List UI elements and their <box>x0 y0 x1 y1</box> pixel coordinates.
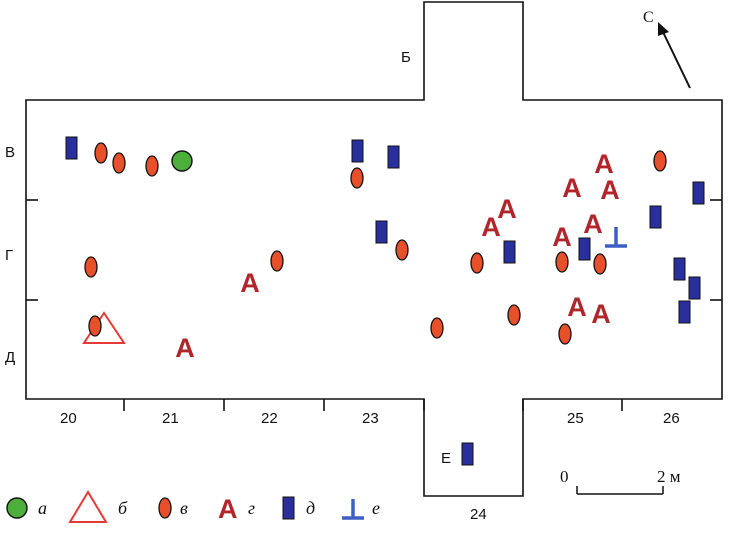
green-circle-find <box>171 150 193 172</box>
column-label-23: 23 <box>362 410 379 427</box>
legend: а б в А г д е <box>6 490 380 524</box>
north-label: С <box>643 9 654 26</box>
orange-oval <box>470 252 484 274</box>
letter-a-finds: А А А А А А А А А А А <box>175 149 620 363</box>
column-label-21: 21 <box>162 410 179 427</box>
letter-a-find: А <box>552 222 572 252</box>
blue-rectangle-finds <box>65 136 705 466</box>
blue-t-find <box>605 227 627 248</box>
blue-rectangle <box>65 136 78 160</box>
legend-label-b: б <box>118 498 128 518</box>
orange-oval <box>350 167 364 189</box>
letter-a-find: А <box>175 333 195 363</box>
grid-ticks <box>26 199 722 411</box>
letter-a-find: А <box>567 292 587 322</box>
blue-rectangle <box>351 139 364 163</box>
section-label-e: Е <box>441 450 451 467</box>
letter-a-find: А <box>600 175 620 205</box>
column-label-26: 26 <box>663 410 680 427</box>
blue-rectangle <box>673 257 686 281</box>
orange-oval <box>112 152 126 174</box>
blue-rectangle <box>649 205 662 229</box>
column-label-22: 22 <box>261 410 278 427</box>
scale-bar: 0 2 м <box>560 467 681 495</box>
legend-label-d: д <box>306 498 315 518</box>
letter-a-find: А <box>240 268 260 298</box>
orange-oval <box>88 315 102 337</box>
blue-t-icon <box>342 499 364 520</box>
orange-oval <box>430 317 444 339</box>
orange-oval-icon <box>158 497 172 519</box>
blue-rectangle <box>387 145 400 169</box>
blue-rectangle <box>688 276 701 300</box>
orange-oval <box>270 250 284 272</box>
orange-oval <box>593 253 607 275</box>
north-arrow: С <box>643 9 691 89</box>
blue-rectangle <box>503 240 516 264</box>
letter-a-find: А <box>481 212 501 242</box>
letter-a-find: А <box>583 209 603 239</box>
orange-oval-finds <box>84 142 667 345</box>
scale-end-label: 2 м <box>657 467 681 486</box>
scale-start-label: 0 <box>560 467 569 486</box>
letter-a-find: А <box>497 194 517 224</box>
orange-oval <box>84 256 98 278</box>
legend-label-g: г <box>248 498 255 518</box>
legend-label-e: е <box>372 498 380 518</box>
legend-label-a: а <box>38 498 47 518</box>
green-circle-icon <box>6 497 28 519</box>
blue-rectangle-icon <box>282 496 295 520</box>
orange-oval <box>94 142 108 164</box>
letter-a-icon: А <box>218 494 238 524</box>
row-label-v: В <box>5 144 15 161</box>
orange-oval <box>653 150 667 172</box>
blue-rectangle <box>692 181 705 205</box>
letter-a-find: А <box>562 173 582 203</box>
letter-a-find: А <box>594 149 614 179</box>
red-triangle-icon <box>68 490 108 523</box>
column-label-20: 20 <box>60 410 77 427</box>
letter-a-find: А <box>591 299 611 329</box>
blue-rectangle <box>375 220 388 244</box>
section-label-b: Б <box>401 49 411 66</box>
row-label-d: Д <box>5 349 15 366</box>
orange-oval <box>555 251 569 273</box>
blue-rectangle <box>678 300 691 324</box>
row-label-g: Г <box>5 247 13 264</box>
blue-rectangle <box>578 237 591 261</box>
column-label-24: 24 <box>470 506 487 523</box>
orange-oval <box>145 155 159 177</box>
column-label-25: 25 <box>567 410 584 427</box>
orange-oval <box>558 323 572 345</box>
orange-oval <box>395 239 409 261</box>
blue-rectangle <box>461 442 474 466</box>
legend-label-v: в <box>180 498 188 518</box>
orange-oval <box>507 304 521 326</box>
